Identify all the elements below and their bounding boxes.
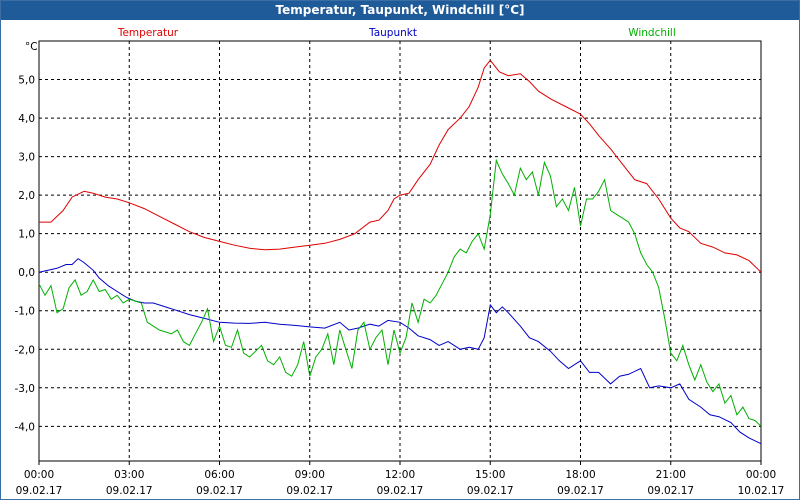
x-tick-time-label: 00:00 [746,469,776,481]
x-tick-time-label: 00:00 [24,469,54,481]
series-group [38,59,762,445]
y-tick-label: 2,0 [18,190,35,202]
y-tick-label: -3,0 [15,383,36,395]
x-tick-date-label: 09.02.17 [647,485,694,497]
series-line-temperatur [39,59,762,273]
x-tick-date-label: 09.02.17 [557,485,604,497]
x-tick-date-label: 09.02.17 [16,485,63,497]
x-tick-time-label: 12:00 [385,469,415,481]
legend-entry-taupunkt: Taupunkt [368,27,417,39]
x-tick-date-label: 09.02.17 [286,485,333,497]
x-tick-date-label: 09.02.17 [106,485,153,497]
grid [39,41,761,461]
y-tick-label: 0,0 [18,267,35,279]
x-tick-time-label: 15:00 [475,469,505,481]
y-tick-label: 4,0 [18,113,35,125]
y-tick-label: 1,0 [18,229,35,241]
legend-entry-windchill: Windchill [628,27,676,39]
y-axis-unit-label: °C [25,41,38,53]
y-tick-label: -2,0 [15,344,36,356]
window-title: Temperatur, Taupunkt, Windchill [°C] [1,1,799,20]
x-tick-time-label: 18:00 [565,469,595,481]
series-line-windchill [38,158,762,427]
x-tick-time-label: 06:00 [204,469,234,481]
y-tick-label: 5,0 [18,75,35,87]
x-tick-time-label: 09:00 [295,469,325,481]
x-tick-time-label: 21:00 [656,469,686,481]
x-tick-date-label: 09.02.17 [377,485,424,497]
x-tick-date-label: 09.02.17 [196,485,243,497]
x-tick-time-label: 03:00 [114,469,144,481]
y-tick-label: 3,0 [18,152,35,164]
x-tick-date-label: 10.02.17 [738,485,785,497]
y-tick-label: -1,0 [15,306,36,318]
legend: Temperatur Taupunkt Windchill [117,27,676,39]
legend-entry-temperatur: Temperatur [117,27,179,39]
y-tick-label: -4,0 [15,421,36,433]
axes: 5,0 4,0 3,0 2,0 1,0 0,0 -1,0 -2,0 -3,0 -4,0 00:00 0… [15,41,785,497]
x-tick-date-label: 09.02.17 [467,485,514,497]
